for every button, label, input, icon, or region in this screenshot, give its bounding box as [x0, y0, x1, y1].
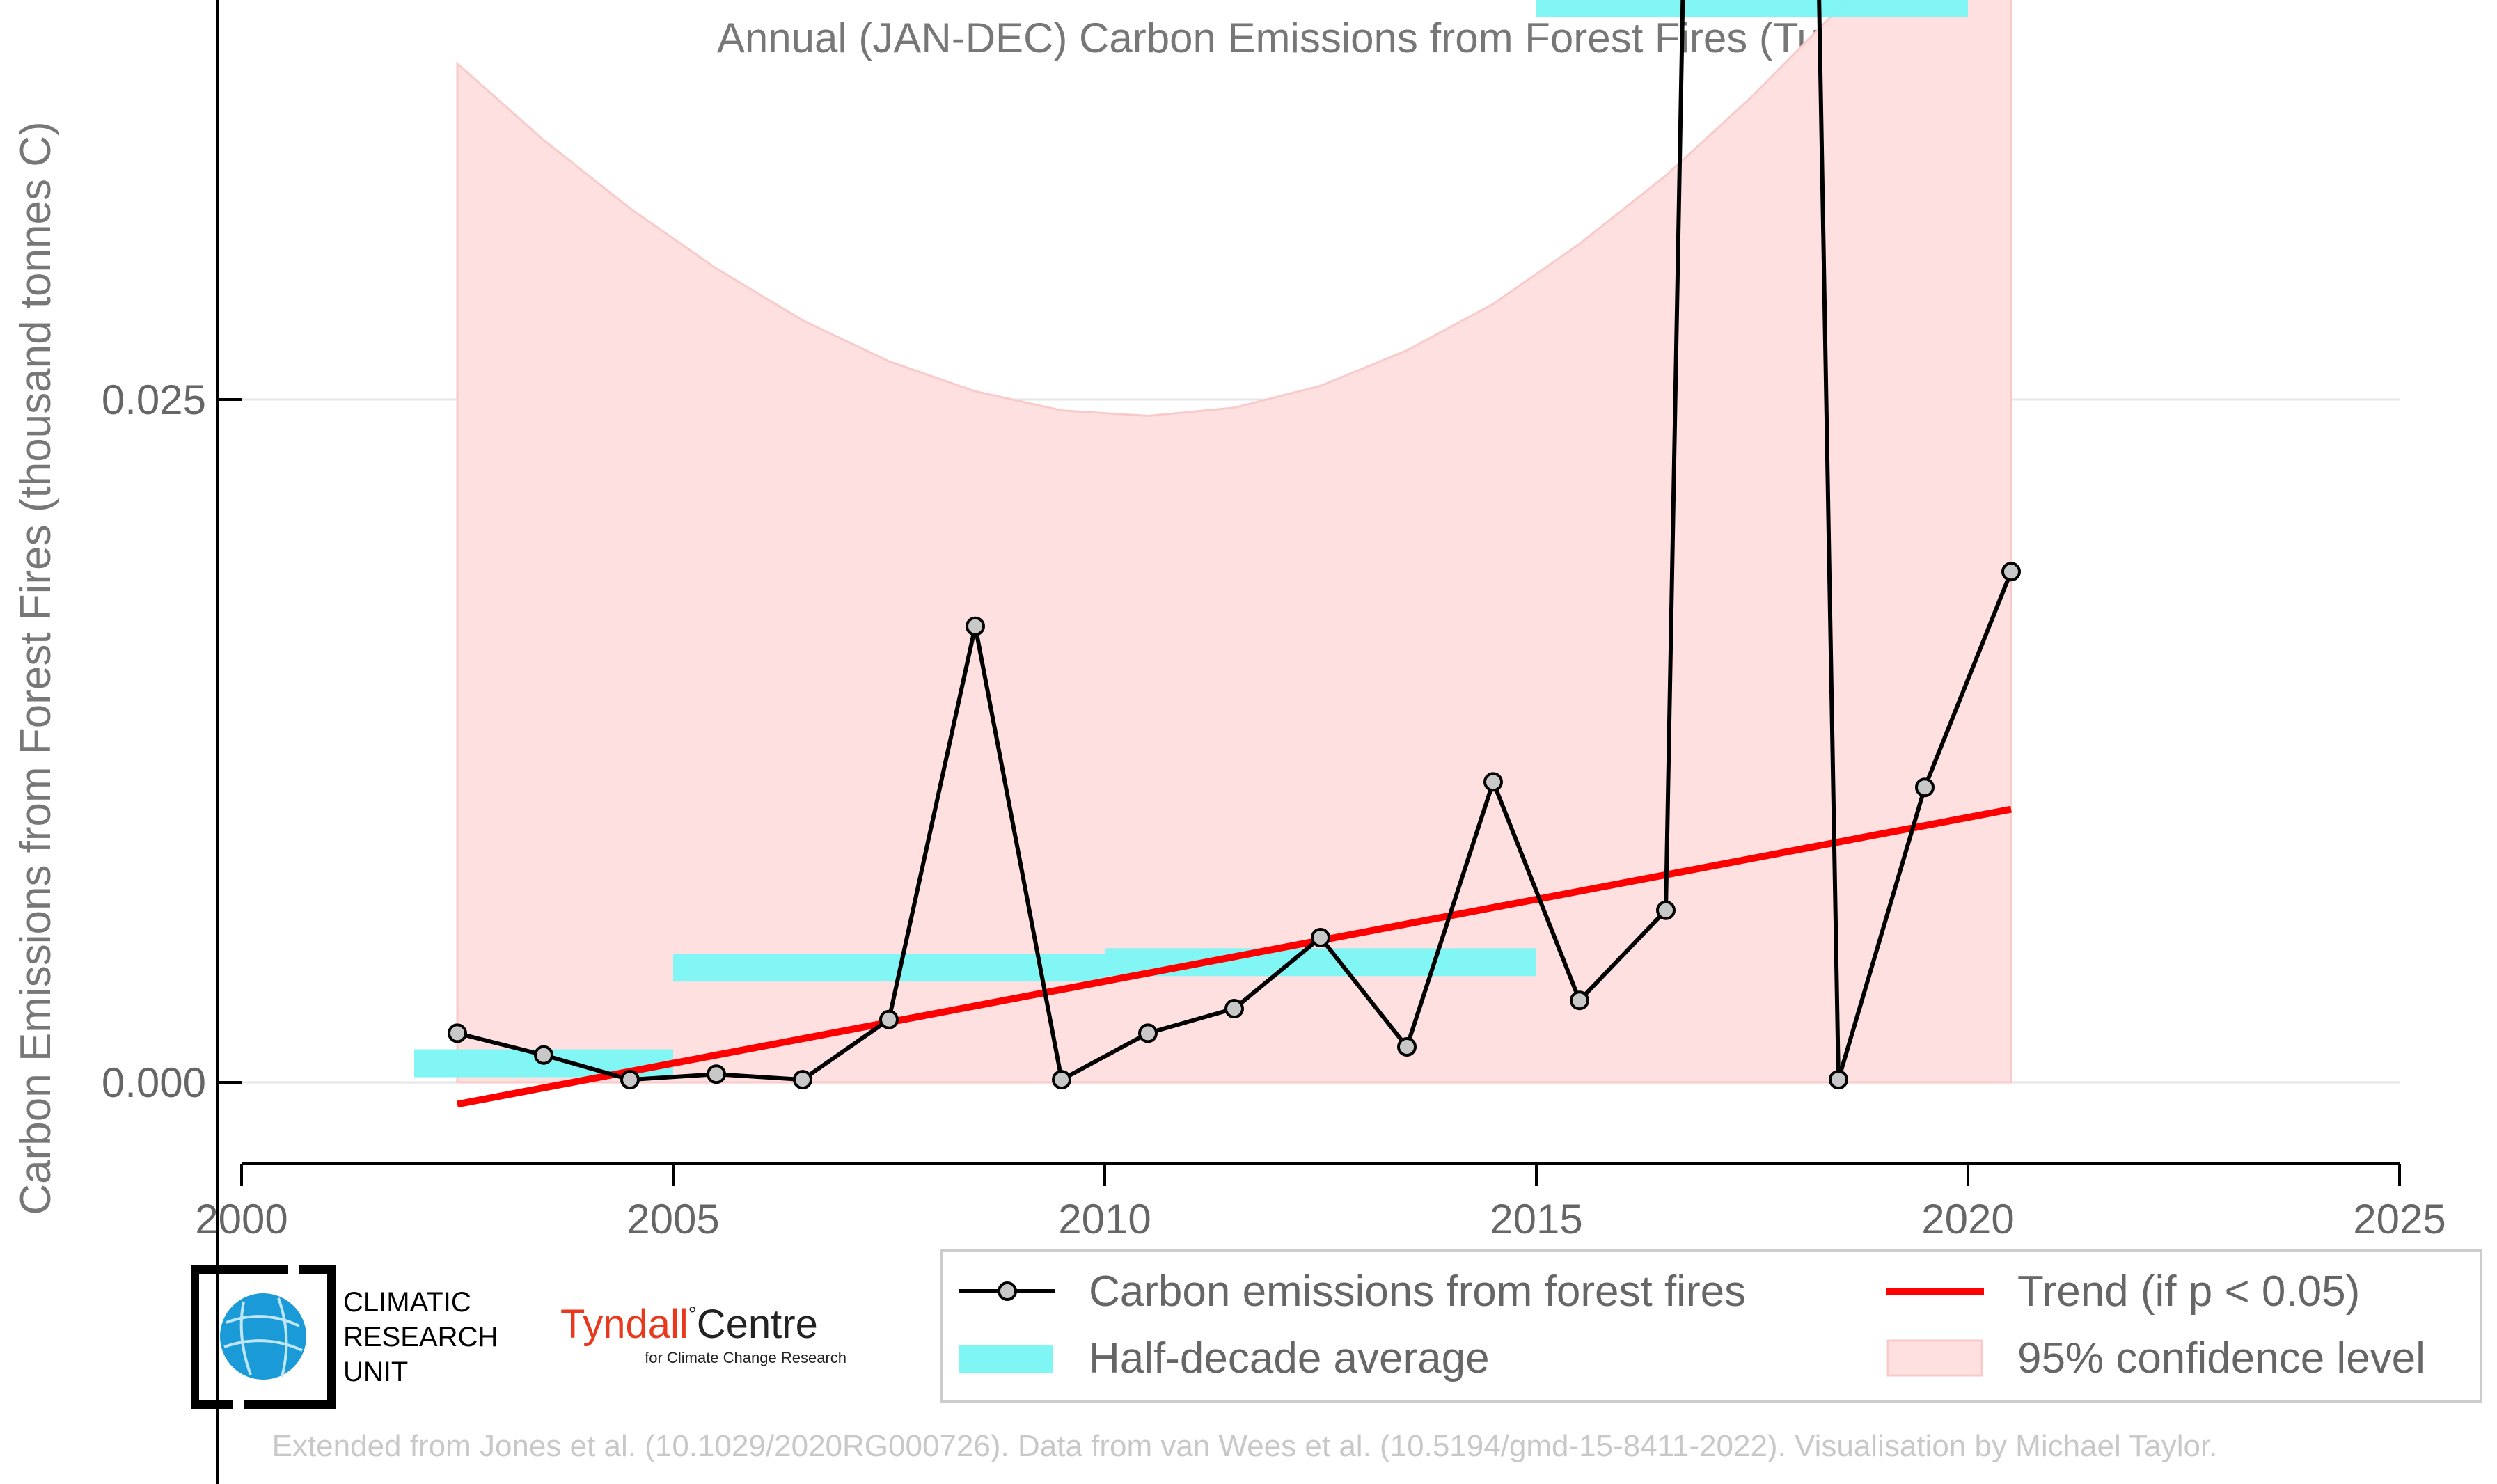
- legend-label-confidence: 95% confidence level: [2017, 1334, 2425, 1382]
- cru-logo-line2: RESEARCH: [343, 1322, 498, 1352]
- cru-logo-bracket-right: [244, 1265, 336, 1409]
- x-tick-label-1: 2005: [627, 1196, 719, 1242]
- legend-swatch-half-decade: [959, 1345, 1053, 1373]
- emissions-point-3: [707, 1064, 726, 1084]
- cru-logo-bracket-left: [191, 1265, 288, 1409]
- tyndall-logo: Tyndall°Centre for Climate Change Resear…: [560, 1302, 846, 1366]
- emissions-point-6: [966, 616, 985, 636]
- trend-line: [457, 805, 2012, 1108]
- legend-label-trend: Trend (if p < 0.05): [2017, 1268, 2360, 1316]
- emissions-point-13: [1570, 990, 1589, 1011]
- confidence-band-layer: [456, 0, 2012, 1084]
- x-tick-label-0: 2000: [195, 1196, 287, 1242]
- emissions-point-4: [793, 1070, 812, 1090]
- emissions-point-14: [1656, 900, 1676, 920]
- globe-icon-lines: [223, 1297, 303, 1378]
- tyndall-name: Tyndall: [560, 1302, 688, 1347]
- x-tick-label-4: 2020: [1921, 1196, 2014, 1242]
- half-decade-bar-3: [1536, 0, 1968, 18]
- tyndall-centre: Centre: [697, 1302, 818, 1347]
- emissions-point-11: [1397, 1036, 1417, 1057]
- emissions-point-1: [534, 1045, 553, 1065]
- emissions-point-8: [1138, 1023, 1158, 1043]
- legend-label-emissions: Carbon emissions from forest fires: [1089, 1268, 1746, 1316]
- emissions-point-12: [1483, 772, 1503, 792]
- legend-swatch-emissions-marker: [998, 1281, 1017, 1301]
- x-tick-label-3: 2015: [1490, 1196, 1582, 1242]
- trend-layer: [457, 805, 2012, 1108]
- legend: Carbon emissions from forest fires Half-…: [940, 1249, 2482, 1403]
- emissions-point-0: [448, 1023, 467, 1043]
- emissions-point-5: [879, 1009, 899, 1029]
- emissions-point-10: [1311, 928, 1330, 948]
- y-tick-label-0: 0.000: [102, 1059, 206, 1106]
- x-tick-label-5: 2025: [2353, 1196, 2445, 1242]
- emissions-point-17: [1915, 777, 1935, 798]
- tyndall-logo-wordmark: Tyndall°Centre: [560, 1302, 818, 1347]
- emissions-point-2: [620, 1070, 640, 1090]
- half-decade-bar-2: [1105, 948, 1536, 977]
- y-tick-label-1: 0.025: [102, 377, 206, 423]
- confidence-band: [456, 0, 2012, 1084]
- legend-swatch-confidence: [1886, 1339, 1983, 1377]
- legend-box: [940, 1249, 2482, 1403]
- chart-title: Annual (JAN-DEC) Carbon Emissions from F…: [717, 15, 1920, 61]
- tyndall-degree: °: [688, 1303, 697, 1326]
- emissions-point-18: [2001, 562, 2021, 582]
- cru-logo: CLIMATIC RESEARCH UNIT: [191, 1265, 498, 1409]
- emissions-point-16: [1829, 1070, 1848, 1090]
- globe-icon: [220, 1293, 306, 1380]
- half-decade-layer: [414, 0, 1968, 1078]
- y-axis-title: Carbon Emissions from Forest Fires (thou…: [12, 121, 60, 1215]
- emissions-point-9: [1224, 999, 1244, 1019]
- emissions-point-7: [1052, 1070, 1071, 1090]
- half-decade-bar-1: [673, 954, 1105, 982]
- x-tick-label-2: 2010: [1058, 1196, 1151, 1242]
- tyndall-logo-subtitle: for Climate Change Research: [645, 1349, 846, 1366]
- axes: 0.0000.0250.0500.0750.1000.1250.1500.175…: [102, 0, 2446, 1484]
- emissions-line-layer: [448, 0, 2021, 1090]
- cru-logo-line1: CLIMATIC: [343, 1287, 471, 1318]
- footer-credit: Extended from Jones et al. (10.1029/2020…: [272, 1429, 2218, 1463]
- cru-logo-line3: UNIT: [343, 1357, 408, 1387]
- legend-label-half-decade: Half-decade average: [1089, 1334, 1490, 1382]
